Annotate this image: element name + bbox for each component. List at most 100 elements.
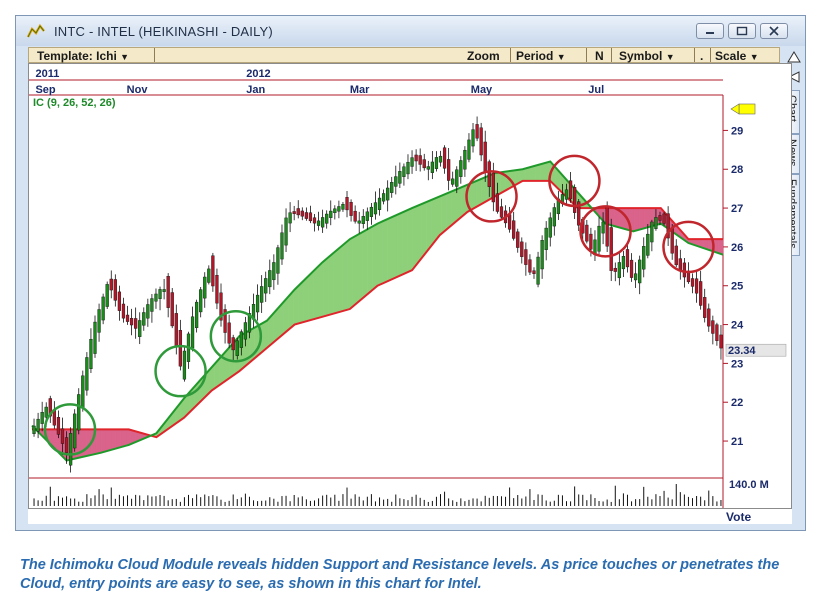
chevron-down-icon: ▼ [556,52,566,62]
year-tick-label: 2012 [246,68,270,80]
ichimoku-chart[interactable]: Sep Nov Jan Mar May Jul 2011 2012 IC (9, 26, 52,… [29,64,791,523]
candle-bearish [479,127,483,156]
dot-button[interactable]: . [700,49,704,63]
candle-bullish [101,296,105,321]
candle-bearish [129,318,134,326]
cloud-segment-bullish [352,234,358,307]
cloud-segment-bullish [318,261,324,319]
cloud-segment-bearish [105,429,112,452]
template-dropdown[interactable]: Template: Ichi ▼ [37,49,129,63]
cloud-segment-bullish [471,180,477,211]
candle-bearish [491,172,495,203]
cloud-segment-bullish [362,228,368,299]
candle-bearish [495,193,500,212]
candle-bullish [93,321,97,354]
candle-bearish [121,303,126,319]
chart-window: INTC - INTEL (HEIKINASHI - DAILY) Templa… [15,15,806,531]
candle-bullish [142,312,146,326]
scroll-left-icon[interactable] [786,70,802,84]
candle-bullish [621,256,626,270]
candle-bullish [243,322,248,340]
cloud-segment-bullish [476,178,482,208]
candle-bullish [438,155,443,163]
zoom-button[interactable]: Zoom [467,49,500,63]
candle-bearish [666,213,670,239]
cloud-segment-bearish [110,429,117,451]
cloud-segment-bullish [293,285,299,326]
candle-bullish [373,202,378,215]
caption: The Ichimoku Cloud Module reveals hidden… [20,557,780,592]
candle-bullish [284,217,288,246]
minimize-button[interactable] [696,23,724,39]
year-tick-label: 2011 [35,68,59,80]
cloud-segment-bullish [401,209,408,275]
candle-bearish [674,245,678,266]
candle-bullish [601,221,605,234]
cloud-segment-bearish [638,207,645,230]
candle-bearish [113,279,117,301]
y-tick-label: 26 [731,242,743,254]
candle-bullish [81,375,85,409]
candle-bullish [77,394,81,431]
candle-bullish [617,262,621,279]
support-touch-circle [209,309,263,363]
scale-dropdown[interactable]: Scale ▼ [715,49,759,63]
candle-bullish [146,304,150,319]
candle-bearish [524,249,528,265]
cloud-segment-bearish [643,207,650,229]
support-touch-circle [154,344,207,398]
candle-bearish [703,297,707,318]
vote-bar: Vote [28,508,792,524]
cloud-segment-bullish [397,212,403,278]
cloud-segment-bearish [609,207,615,227]
price-marker-arrow [730,103,740,115]
candle-bullish [536,256,540,285]
candle-bullish [203,276,207,299]
cloud-segment-bullish [347,237,354,310]
cloud-segment-bullish [392,214,398,280]
symbol-dropdown[interactable]: Symbol ▼ [619,49,675,63]
current-price-label: 23.34 [728,345,756,357]
month-tick-label: Mar [350,84,370,96]
candle-bearish [613,267,617,272]
resistance-touch-circle [579,205,632,258]
candle-bearish [715,324,719,341]
scroll-up-icon[interactable] [786,50,802,64]
cloud-segment-bullish [382,218,388,284]
cloud-segment-bullish [332,248,339,315]
candle-bearish [227,322,231,344]
candle-bullish [386,187,390,201]
month-tick-label: Nov [127,84,149,96]
candle-bearish [589,233,593,250]
candle-bearish [418,155,422,165]
volume-axis-label: 140.0 M [729,479,769,491]
chart-toolbar: Template: Ichi ▼ Zoom Period ▼ N Symbol … [28,47,780,63]
candle-bullish [337,206,341,212]
n-button[interactable]: N [595,49,604,63]
candle-bullish [459,160,463,177]
candle-bullish [638,259,642,284]
month-tick-label: Sep [35,84,55,96]
candle-bullish [455,169,459,187]
period-dropdown[interactable]: Period ▼ [516,49,566,63]
cloud-segment-bullish [446,191,452,230]
candle-bearish [64,437,69,453]
cloud-segment-bearish [81,429,87,458]
close-button[interactable] [760,23,788,39]
maximize-button[interactable] [728,23,756,39]
scale-label: Scale [715,49,747,63]
cloud-segment-bullish [456,186,462,222]
cloud-segment-bullish [337,244,344,313]
candle-bearish [658,215,662,221]
candle-bullish [154,293,158,302]
candle-bullish [316,220,321,226]
candle-bullish [158,289,162,299]
candle-bullish [255,294,260,313]
candle-bearish [117,291,122,311]
period-label: Period [516,49,554,63]
candle-bullish [564,189,569,200]
y-tick-label: 29 [731,125,743,137]
candle-bearish [690,278,695,287]
candle-bullish [276,247,280,274]
candle-bearish [475,124,479,139]
